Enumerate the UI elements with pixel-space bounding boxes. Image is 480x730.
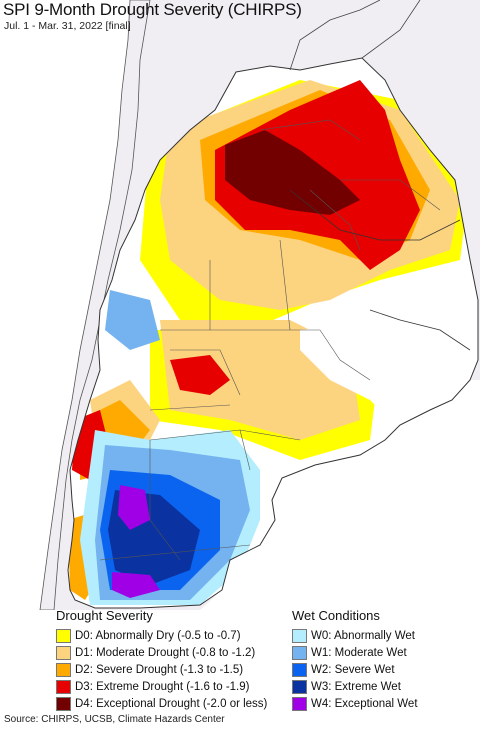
atlantic-ocean [200, 380, 480, 610]
d3-area-central [170, 355, 230, 395]
brazil-border [361, 0, 421, 59]
drought-swatch [56, 679, 71, 694]
wet-swatch [292, 696, 307, 711]
drought-legend-item: D3: Extreme Drought (-1.6 to -1.9) [56, 678, 286, 695]
drought-legend-heading: Drought Severity [56, 608, 153, 623]
drought-legend: Drought Severity D0: Abnormally Dry (-0.… [56, 608, 286, 711]
drought-swatch [56, 628, 71, 643]
drought-legend-label: D2: Severe Drought (-1.3 to -1.5) [75, 663, 244, 676]
wet-legend-label: W2: Severe Wet [311, 663, 395, 676]
drought-legend-item: D0: Abnormally Dry (-0.5 to -0.7) [56, 627, 286, 644]
wet-legend-item: W0: Abnormally Wet [292, 627, 477, 644]
paraguay-border [289, 189, 461, 241]
wet-swatch [292, 628, 307, 643]
drought-legend-label: D0: Abnormally Dry (-0.5 to -0.7) [75, 629, 241, 642]
wet-legend-item: W3: Extreme Wet [292, 678, 477, 695]
drought-legend-item: D2: Severe Drought (-1.3 to -1.5) [56, 661, 286, 678]
wet-legend-label: W1: Moderate Wet [311, 646, 407, 659]
map-subtitle: Jul. 1 - Mar. 31, 2022 [final] [4, 20, 131, 32]
wet-legend-item: W1: Moderate Wet [292, 644, 477, 661]
drought-swatch [56, 662, 71, 677]
admin-borders [99, 119, 441, 561]
drought-legend-label: D3: Extreme Drought (-1.6 to -1.9) [75, 680, 250, 693]
drought-legend-item: D4: Exceptional Drought (-2.0 or less) [56, 695, 286, 712]
no-drought-east [300, 320, 470, 420]
source-credit: Source: CHIRPS, UCSB, Climate Hazards Ce… [4, 714, 225, 725]
ocean [0, 0, 130, 610]
wet-legend-label: W0: Abnormally Wet [311, 629, 415, 642]
wet-legend-item: W4: Exceptional Wet [292, 695, 477, 712]
drought-legend-label: D1: Moderate Drought (-0.8 to -1.2) [75, 646, 256, 659]
wet-legend-heading: Wet Conditions [292, 608, 380, 623]
w4-area-north [118, 485, 150, 530]
w1-area-north [105, 290, 160, 350]
region-outline [67, 57, 479, 609]
wet-legend-label: W3: Extreme Wet [311, 680, 401, 693]
bolivia-border [289, 0, 381, 71]
wet-legend-item: W2: Severe Wet [292, 661, 477, 678]
drought-swatch [56, 696, 71, 711]
wet-legend-label: W4: Exceptional Wet [311, 697, 418, 710]
drought-map [0, 0, 480, 610]
wet-legend: Wet Conditions W0: Abnormally Wet W1: Mod… [292, 608, 477, 711]
wet-swatch [292, 679, 307, 694]
wet-swatch [292, 645, 307, 660]
drought-swatch [56, 645, 71, 660]
d4-area-north [225, 130, 360, 215]
drought-legend-item: D1: Moderate Drought (-0.8 to -1.2) [56, 644, 286, 661]
map-title: SPI 9-Month Drought Severity (CHIRPS) [3, 0, 302, 19]
chile-coast-strip [39, 0, 151, 610]
wet-swatch [292, 662, 307, 677]
uruguay-border [369, 309, 471, 351]
drought-legend-label: D4: Exceptional Drought (-2.0 or less) [75, 697, 268, 710]
w4-area-south [112, 572, 160, 598]
